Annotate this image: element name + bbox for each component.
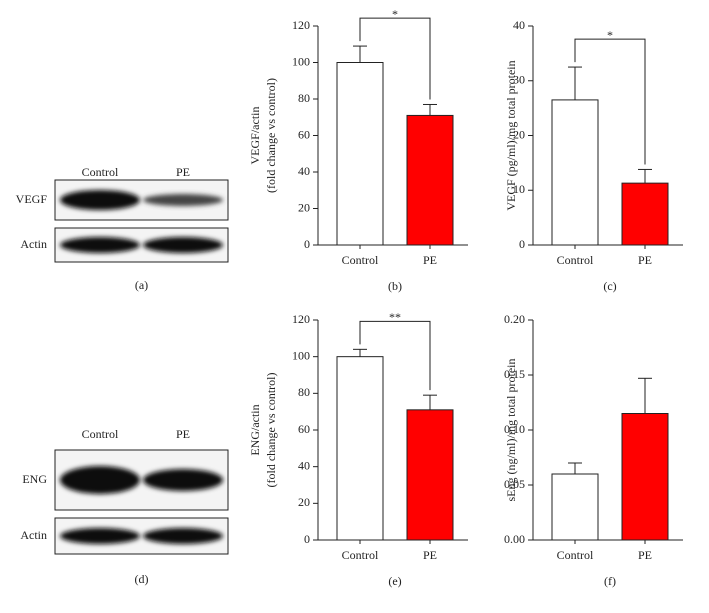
y-tick-label: 60 [298, 127, 310, 141]
y-tick-label: 0.15 [504, 367, 525, 381]
blot-band [143, 194, 223, 206]
row-label: VEGF [16, 192, 48, 206]
y-tick-label: 120 [292, 18, 310, 32]
y-tick-label: 20 [298, 200, 310, 214]
y-axis-label: VEGF/actin [248, 107, 262, 165]
y-axis-label: sEng (ng/ml)/mg total protein [504, 359, 518, 502]
row-label: Actin [20, 237, 47, 251]
x-tick-label: PE [423, 253, 437, 267]
y-tick-label: 20 [513, 127, 525, 141]
blot-band [143, 237, 223, 253]
blot-band [60, 237, 140, 253]
significance-bracket [359, 320, 431, 391]
y-tick-label: 80 [298, 91, 310, 105]
x-tick-label: Control [557, 548, 594, 562]
blot-band [60, 528, 140, 544]
significance-label: ** [389, 310, 401, 324]
panel-caption: (d) [135, 572, 149, 586]
x-tick-label: PE [638, 548, 652, 562]
y-tick-label: 100 [292, 348, 310, 362]
row-label: ENG [22, 472, 47, 486]
lane-label: PE [176, 427, 190, 441]
lane-label: PE [176, 165, 190, 179]
y-axis-label: (fold change vs control) [264, 373, 278, 488]
x-tick-label: Control [557, 253, 594, 267]
panel-caption: (b) [388, 279, 402, 293]
y-tick-label: 40 [513, 18, 525, 32]
y-tick-label: 20 [298, 495, 310, 509]
bar [621, 413, 669, 541]
y-tick-label: 0.05 [504, 477, 525, 491]
bar [336, 62, 384, 246]
y-tick-label: 80 [298, 385, 310, 399]
lane-label: Control [82, 427, 119, 441]
x-tick-label: PE [423, 548, 437, 562]
panel-caption: (a) [135, 278, 148, 292]
x-tick-label: Control [342, 548, 379, 562]
blot-band [143, 469, 223, 491]
bar [336, 356, 384, 541]
y-tick-label: 0 [304, 532, 310, 546]
y-tick-label: 100 [292, 54, 310, 68]
y-axis-label: VEGF (pg/ml)/mg total protein [504, 60, 518, 210]
y-axis-label: ENG/actin [248, 404, 262, 455]
significance-bracket [359, 17, 431, 100]
x-tick-label: Control [342, 253, 379, 267]
y-tick-label: 0.10 [504, 422, 525, 436]
lane-label: Control [82, 165, 119, 179]
row-label: Actin [20, 528, 47, 542]
y-tick-label: 40 [298, 458, 310, 472]
blot-band [60, 190, 140, 210]
y-tick-label: 30 [513, 73, 525, 87]
blot-band [143, 528, 223, 544]
bar [621, 182, 669, 246]
y-tick-label: 120 [292, 312, 310, 326]
y-tick-label: 0.00 [504, 532, 525, 546]
bar [551, 99, 599, 246]
y-tick-label: 40 [298, 164, 310, 178]
bar [406, 114, 454, 246]
y-tick-label: 10 [513, 182, 525, 196]
significance-label: * [392, 7, 398, 21]
x-tick-label: PE [638, 253, 652, 267]
bar [551, 473, 599, 541]
bar [406, 409, 454, 541]
y-tick-label: 0 [519, 237, 525, 251]
blot-band [60, 466, 140, 494]
y-tick-label: 0 [304, 237, 310, 251]
y-tick-label: 0.20 [504, 312, 525, 326]
panel-caption: (c) [603, 279, 616, 293]
panel-caption: (f) [604, 574, 616, 588]
panel-caption: (e) [388, 574, 401, 588]
y-tick-label: 60 [298, 422, 310, 436]
y-axis-label: (fold change vs control) [264, 78, 278, 193]
significance-label: * [607, 28, 613, 42]
significance-bracket [574, 38, 646, 165]
